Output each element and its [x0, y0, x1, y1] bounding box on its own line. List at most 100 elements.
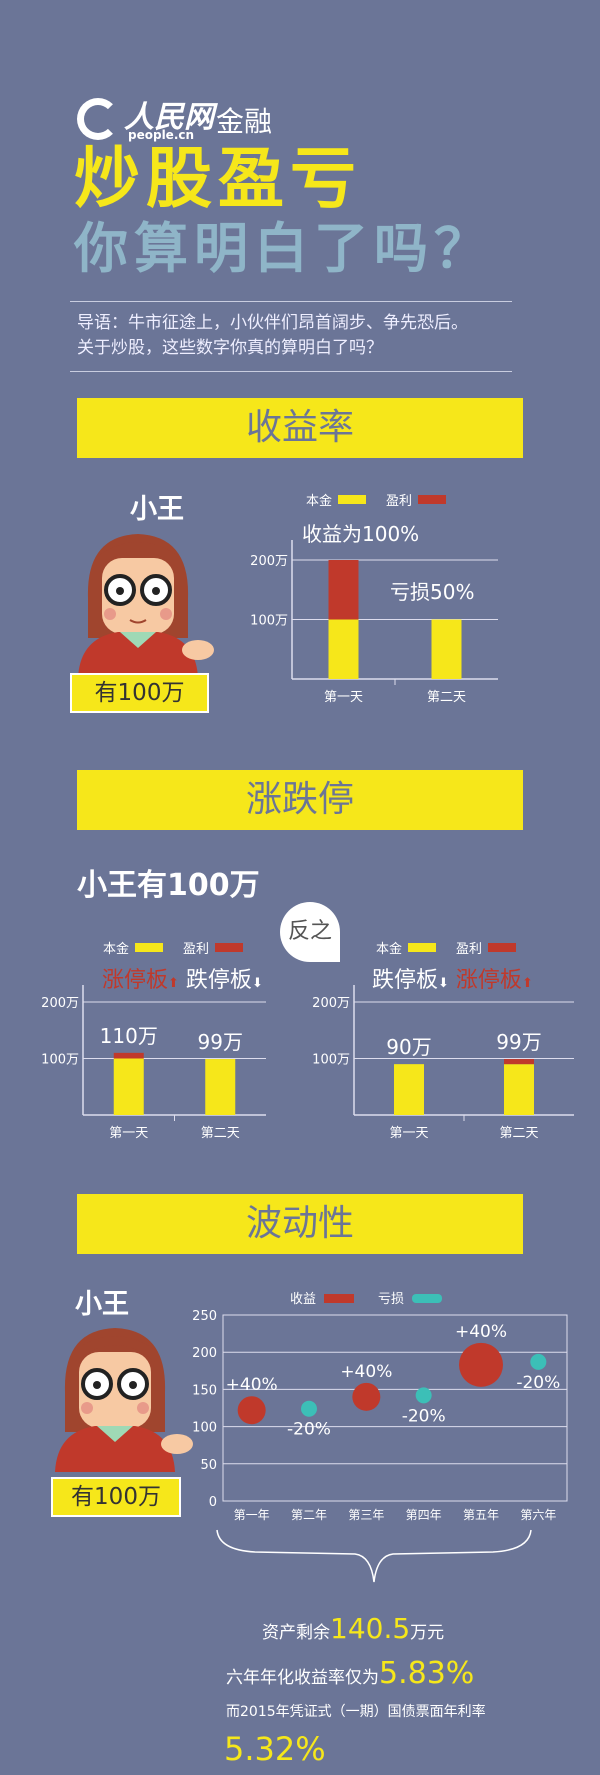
y-tick-label: 50	[200, 1458, 217, 1473]
remaining-assets: 资产剩余140.5万元	[262, 1612, 444, 1645]
y-tick-label: 100万	[312, 1053, 350, 1068]
remain-suffix: 万元	[410, 1623, 445, 1643]
channel-name: 金融	[216, 105, 273, 138]
data-label: 110万	[100, 1024, 158, 1048]
legend-principal: 本金	[306, 494, 333, 509]
bar-本金	[113, 1058, 144, 1115]
legend-swatch-loss	[412, 1294, 442, 1303]
note-gain: 收益为100%	[302, 522, 420, 546]
bubble-label: -20%	[402, 1406, 446, 1426]
title-line1: 炒股盈亏	[74, 140, 362, 217]
legend-gain: 收益	[290, 1292, 316, 1307]
x-tick-label: 第一年	[234, 1508, 270, 1522]
heading-limit-down: 跌停板	[185, 968, 252, 993]
girl-character-icon	[55, 1328, 193, 1472]
bubble-label: -20%	[516, 1373, 560, 1393]
y-tick-label: 200万	[250, 554, 288, 569]
y-tick-label: 200万	[312, 996, 350, 1011]
character-name: 小王	[130, 494, 184, 525]
bar-本金	[504, 1064, 534, 1115]
bond-text: 而2015年凭证式（一期）国债票面年利率	[226, 1704, 486, 1720]
x-tick-label: 第一天	[389, 1126, 428, 1141]
bubble-loss	[415, 1387, 432, 1404]
legend-loss: 亏损	[378, 1292, 404, 1307]
x-tick-label: 第一天	[109, 1126, 148, 1141]
annual-value: 5.83%	[379, 1656, 475, 1691]
divider	[70, 301, 512, 302]
arrow-down-icon: ⬇	[251, 976, 263, 991]
bar-盈利	[504, 1059, 534, 1065]
legend-swatch-profit	[418, 495, 447, 504]
bubble-label: +40%	[455, 1322, 507, 1342]
x-tick-label: 第六年	[520, 1508, 556, 1522]
heading-limit-up: 涨停板	[455, 968, 522, 993]
logo-text: 人民网	[124, 100, 214, 135]
y-tick-label: 0	[209, 1495, 217, 1510]
bubble-label: -20%	[287, 1420, 331, 1440]
intro-line1: 导语：牛市征途上，小伙伴们昂首阔步、争先恐后。	[77, 313, 468, 333]
legend-swatch-principal	[338, 495, 367, 504]
plot-frame	[222, 1314, 568, 1502]
amount-badge: 有100万	[51, 1477, 181, 1517]
remain-value: 140.5	[330, 1612, 411, 1645]
bubble-gain	[352, 1382, 381, 1411]
arrow-up-icon: ⬆	[521, 976, 533, 991]
bubble-label: +40%	[226, 1375, 278, 1395]
heading-limit-up: 涨停板	[102, 968, 169, 993]
legend-swatch-profit	[215, 943, 244, 952]
bar-本金	[328, 619, 359, 679]
section-banner-volatility: 波动性	[77, 1194, 523, 1254]
contrast-bubble: 反之	[280, 902, 340, 962]
bubble-loss	[301, 1400, 317, 1417]
legend-swatch-gain	[324, 1294, 354, 1303]
arrow-up-icon: ⬆	[168, 976, 179, 991]
arrow-down-icon: ⬇	[438, 976, 449, 991]
data-label: 99万	[496, 1030, 541, 1054]
x-tick-label: 第二天	[499, 1126, 538, 1141]
bar-本金	[394, 1064, 424, 1115]
intro: 导语：牛市征途上，小伙伴们昂首阔步、争先恐后。 关于炒股，这些数字你真的算明白了…	[77, 311, 468, 361]
annual-return: 六年年化收益率仅为5.83%	[226, 1656, 474, 1691]
remain-prefix: 资产剩余	[262, 1623, 330, 1643]
intro-line2: 关于炒股，这些数字你真的算明白了吗？	[77, 338, 383, 358]
bar-本金	[205, 1059, 236, 1115]
chart2-legend: 本金 盈利	[103, 938, 244, 957]
legend-profit: 盈利	[386, 494, 413, 509]
bond-rate: 5.32%	[224, 1730, 326, 1768]
y-tick-label: 200	[192, 1346, 217, 1361]
legend-principal: 本金	[376, 942, 403, 957]
note-loss: 亏损50%	[390, 580, 475, 604]
x-tick-label: 第三年	[348, 1508, 384, 1522]
divider	[70, 371, 512, 372]
legend-swatch-profit	[488, 943, 517, 952]
people-logo-icon	[77, 98, 119, 140]
legend-principal: 本金	[103, 942, 130, 957]
bubble-loss	[530, 1353, 547, 1370]
chart3-legend: 本金 盈利	[376, 938, 517, 957]
y-tick-label: 100万	[250, 614, 288, 629]
right-heading: 跌停板⬇ 涨停板⬆	[372, 962, 533, 994]
data-label: 90万	[386, 1035, 431, 1059]
girl-character-icon	[78, 534, 214, 678]
data-label: 99万	[198, 1030, 243, 1054]
section2-title: 小王有100万	[77, 868, 260, 903]
bar-盈利	[328, 560, 359, 620]
bubble-label: +40%	[340, 1362, 392, 1382]
legend-profit: 盈利	[183, 942, 210, 957]
section-banner-limit: 涨跌停	[77, 770, 523, 830]
legend-swatch-principal	[408, 943, 437, 952]
x-tick-label: 第二天	[201, 1126, 240, 1141]
y-tick-label: 100万	[41, 1053, 79, 1068]
chart-volatility: 收益 亏损 0 50 100 150 200 250 +40% 第一年 -20% 第二年 +40% 第三年…	[192, 1292, 568, 1522]
brace-icon	[216, 1529, 532, 1583]
x-tick-label: 第一天	[324, 690, 363, 705]
bubble-gain	[459, 1342, 503, 1387]
y-tick-label: 150	[192, 1383, 217, 1398]
amount-badge: 有100万	[70, 673, 209, 713]
y-tick-label: 100	[192, 1421, 217, 1436]
x-tick-label: 第五年	[463, 1508, 499, 1522]
bubble-gain	[237, 1396, 266, 1425]
